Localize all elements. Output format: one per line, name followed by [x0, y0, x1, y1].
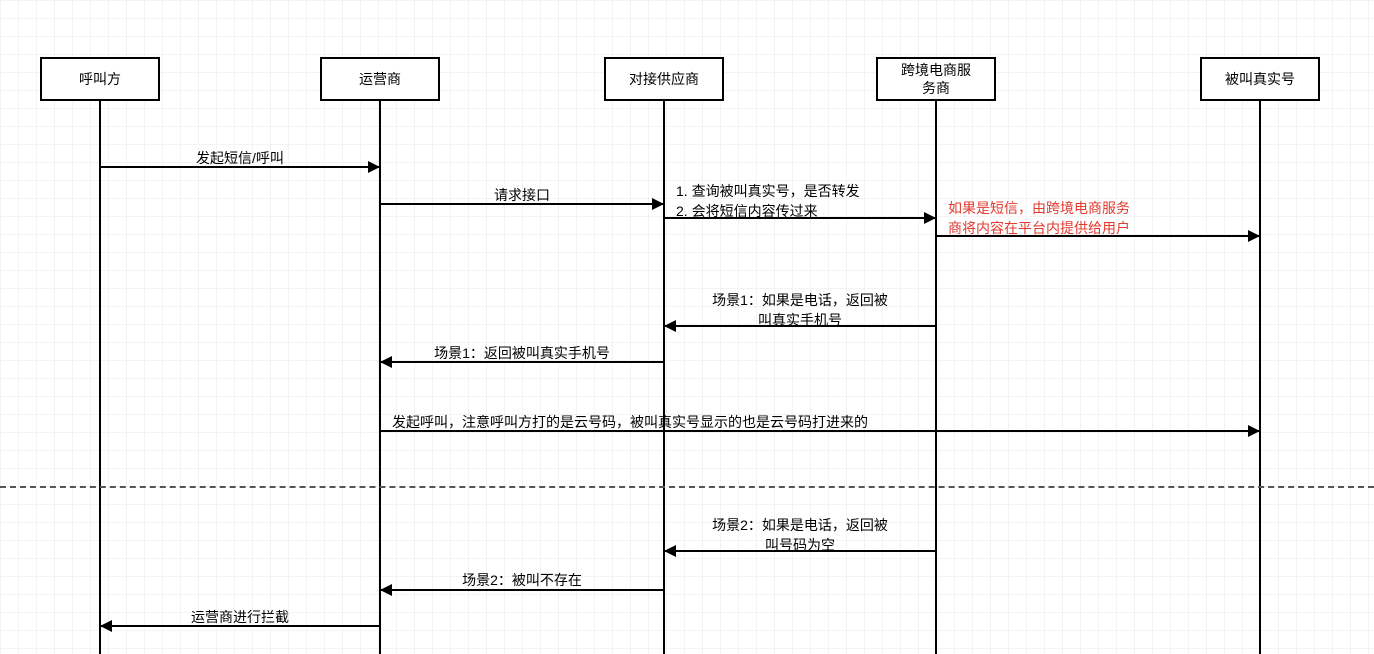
- actor-carrier: 运营商: [320, 57, 440, 101]
- message-label-4: 场景1：如果是电话，返回被 叫真实手机号: [664, 290, 936, 330]
- message-arrowhead-3: [1248, 230, 1260, 242]
- message-label-3: 如果是短信，由跨境电商服务 商将内容在平台内提供给用户: [948, 198, 1130, 238]
- message-label-9: 运营商进行拦截: [100, 607, 380, 627]
- sequence-diagram: 呼叫方 运营商 对接供应商 跨境电商服 务商 被叫真实号发起短信/呼叫请求接口 1. 查询…: [0, 0, 1374, 654]
- message-arrowhead-2: [924, 212, 936, 224]
- lifeline-cbec: [935, 101, 937, 654]
- actor-cbec: 跨境电商服 务商: [876, 57, 996, 101]
- message-label-6: 发起呼叫，注意呼叫方打的是云号码，被叫真实号显示的也是云号码打进来的: [392, 412, 868, 432]
- message-arrowhead-6: [1248, 425, 1260, 437]
- message-label-0: 发起短信/呼叫: [100, 148, 380, 168]
- actor-caller: 呼叫方: [40, 57, 160, 101]
- lifeline-caller: [99, 101, 101, 654]
- actor-supplier: 对接供应商: [604, 57, 724, 101]
- scenario-divider: [0, 486, 1374, 488]
- message-label-1: 请求接口: [380, 185, 664, 205]
- actor-callee: 被叫真实号: [1200, 57, 1320, 101]
- message-label-8: 场景2：被叫不存在: [380, 570, 664, 590]
- message-label-5: 场景1：返回被叫真实手机号: [380, 343, 664, 363]
- message-label-2: 1. 查询被叫真实号，是否转发 2. 会将短信内容传过来: [676, 181, 860, 221]
- message-label-7: 场景2：如果是电话，返回被 叫号码为空: [664, 515, 936, 555]
- lifeline-callee: [1259, 101, 1261, 654]
